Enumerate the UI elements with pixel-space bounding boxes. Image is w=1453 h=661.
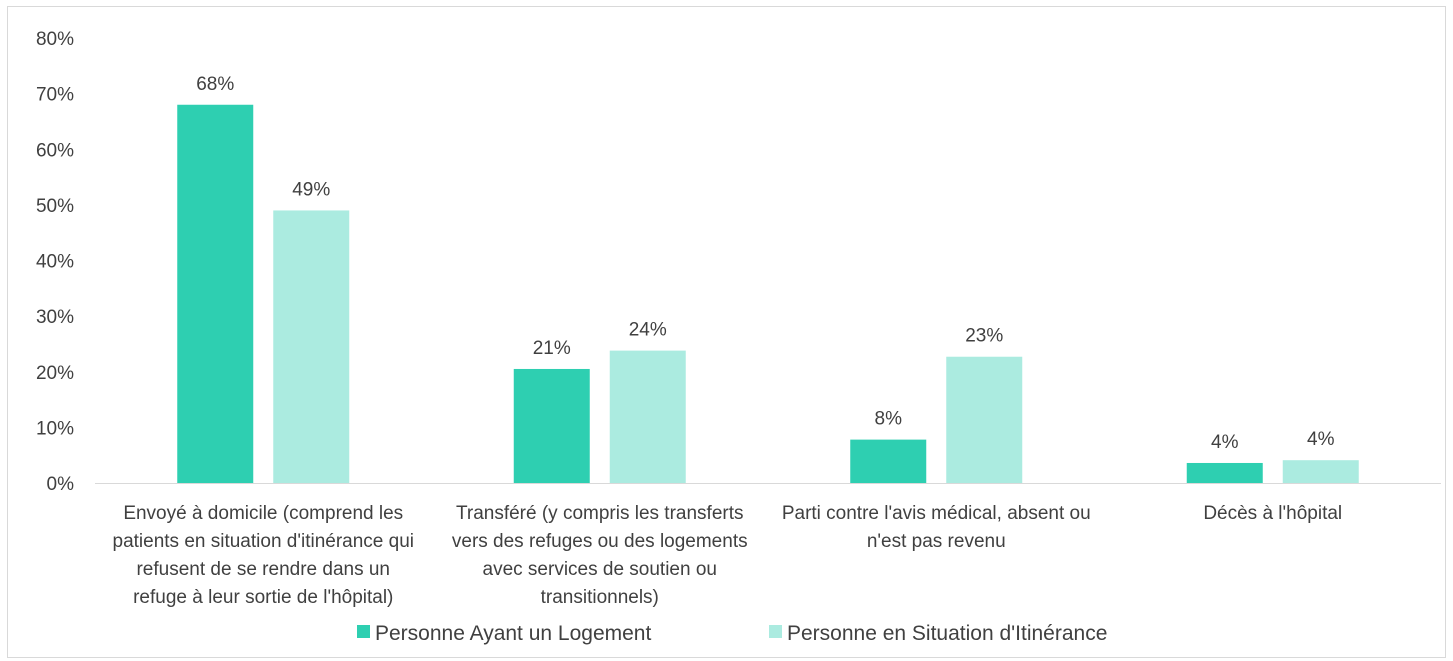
category-label: n'est pas revenu [867, 531, 1006, 552]
y-tick-label: 80% [36, 29, 74, 50]
y-tick-label: 20% [36, 363, 74, 384]
category-label: transitionnels) [541, 587, 659, 608]
category-label: Décès à l'hôpital [1203, 503, 1342, 524]
legend-swatch [357, 625, 370, 638]
category-label: refuge à leur sortie de l'hôpital) [133, 587, 393, 608]
data-label: 24% [629, 320, 667, 341]
y-tick-label: 0% [47, 474, 75, 495]
bar [273, 210, 350, 483]
category-label: refusent de se rendre dans un [136, 559, 390, 580]
data-label: 21% [533, 338, 571, 359]
data-label: 23% [965, 326, 1003, 347]
data-label: 4% [1211, 432, 1239, 453]
bar [177, 104, 254, 483]
data-label: 68% [196, 74, 234, 95]
y-tick-label: 30% [36, 307, 74, 328]
category-label: vers des refuges ou des logements [452, 531, 748, 552]
category-label: Parti contre l'avis médical, absent ou [782, 503, 1091, 524]
bar [850, 439, 927, 483]
y-tick-label: 40% [36, 252, 74, 273]
y-tick-label: 70% [36, 85, 74, 106]
legend-label: Personne Ayant un Logement [375, 622, 651, 645]
bar [609, 350, 686, 483]
y-tick-label: 60% [36, 140, 74, 161]
category-label: Transféré (y compris les transferts [456, 503, 744, 524]
bar [513, 368, 590, 483]
legend-label: Personne en Situation d'Itinérance [787, 622, 1107, 645]
data-label: 4% [1307, 429, 1335, 450]
bar [1282, 460, 1359, 483]
data-label: 8% [875, 409, 903, 430]
y-tick-label: 10% [36, 418, 74, 439]
data-label: 49% [292, 179, 330, 200]
category-label: patients en situation d'itinérance qui [113, 531, 415, 552]
y-tick-label: 50% [36, 196, 74, 217]
legend-swatch [769, 625, 782, 638]
bar [1186, 462, 1263, 483]
category-label: avec services de soutien ou [483, 559, 717, 580]
category-label: Envoyé à domicile (comprend les [123, 503, 403, 524]
bar [946, 356, 1023, 483]
